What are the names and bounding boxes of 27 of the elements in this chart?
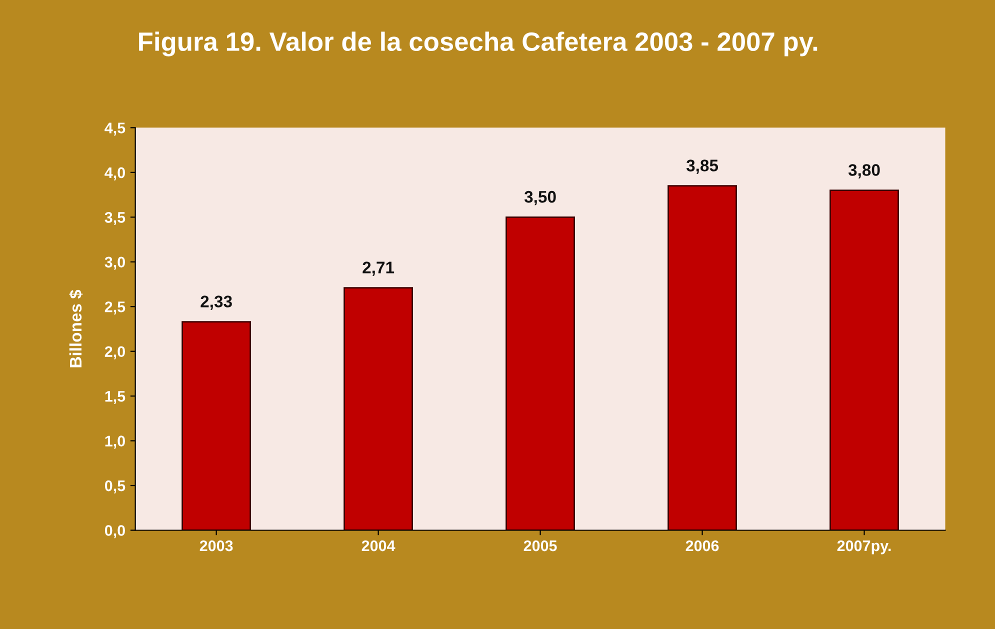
data-label: 3,85 (686, 160, 718, 174)
data-label: 2,33 (200, 296, 232, 310)
x-tick-label: 2006 (686, 540, 719, 552)
y-tick-label: 2,0 (104, 346, 125, 360)
y-tick-label: 3,0 (104, 256, 125, 270)
x-tick-label: 2004 (362, 540, 396, 552)
y-tick-label: 4,5 (104, 122, 126, 136)
y-tick-label: 1,5 (105, 391, 126, 404)
bar (830, 190, 899, 530)
x-tick-label: 2005 (524, 540, 557, 552)
y-tick-label: 2,5 (104, 301, 126, 315)
bar (506, 216, 575, 530)
y-axis-title: Billones $ (69, 290, 83, 368)
y-tick-label: 4,0 (104, 167, 125, 180)
y-tick-label: 1,0 (105, 436, 125, 449)
y-tick-label: 3,5 (104, 212, 126, 226)
data-label: 3,80 (848, 164, 880, 178)
bar (344, 287, 414, 530)
bar (182, 321, 252, 530)
x-tick-label: 2003 (200, 540, 233, 552)
data-label: 3,50 (524, 190, 556, 206)
chart-title: Figura 19. Valor de la cosecha Cafetera 2003 - 2007 py. (139, 32, 818, 56)
x-tick-label: 2007py. (837, 540, 891, 554)
y-tick-label: 0,5 (104, 480, 126, 494)
data-label: 2,71 (362, 262, 394, 276)
y-tick-label: 0,0 (104, 525, 125, 538)
bar (668, 185, 737, 530)
